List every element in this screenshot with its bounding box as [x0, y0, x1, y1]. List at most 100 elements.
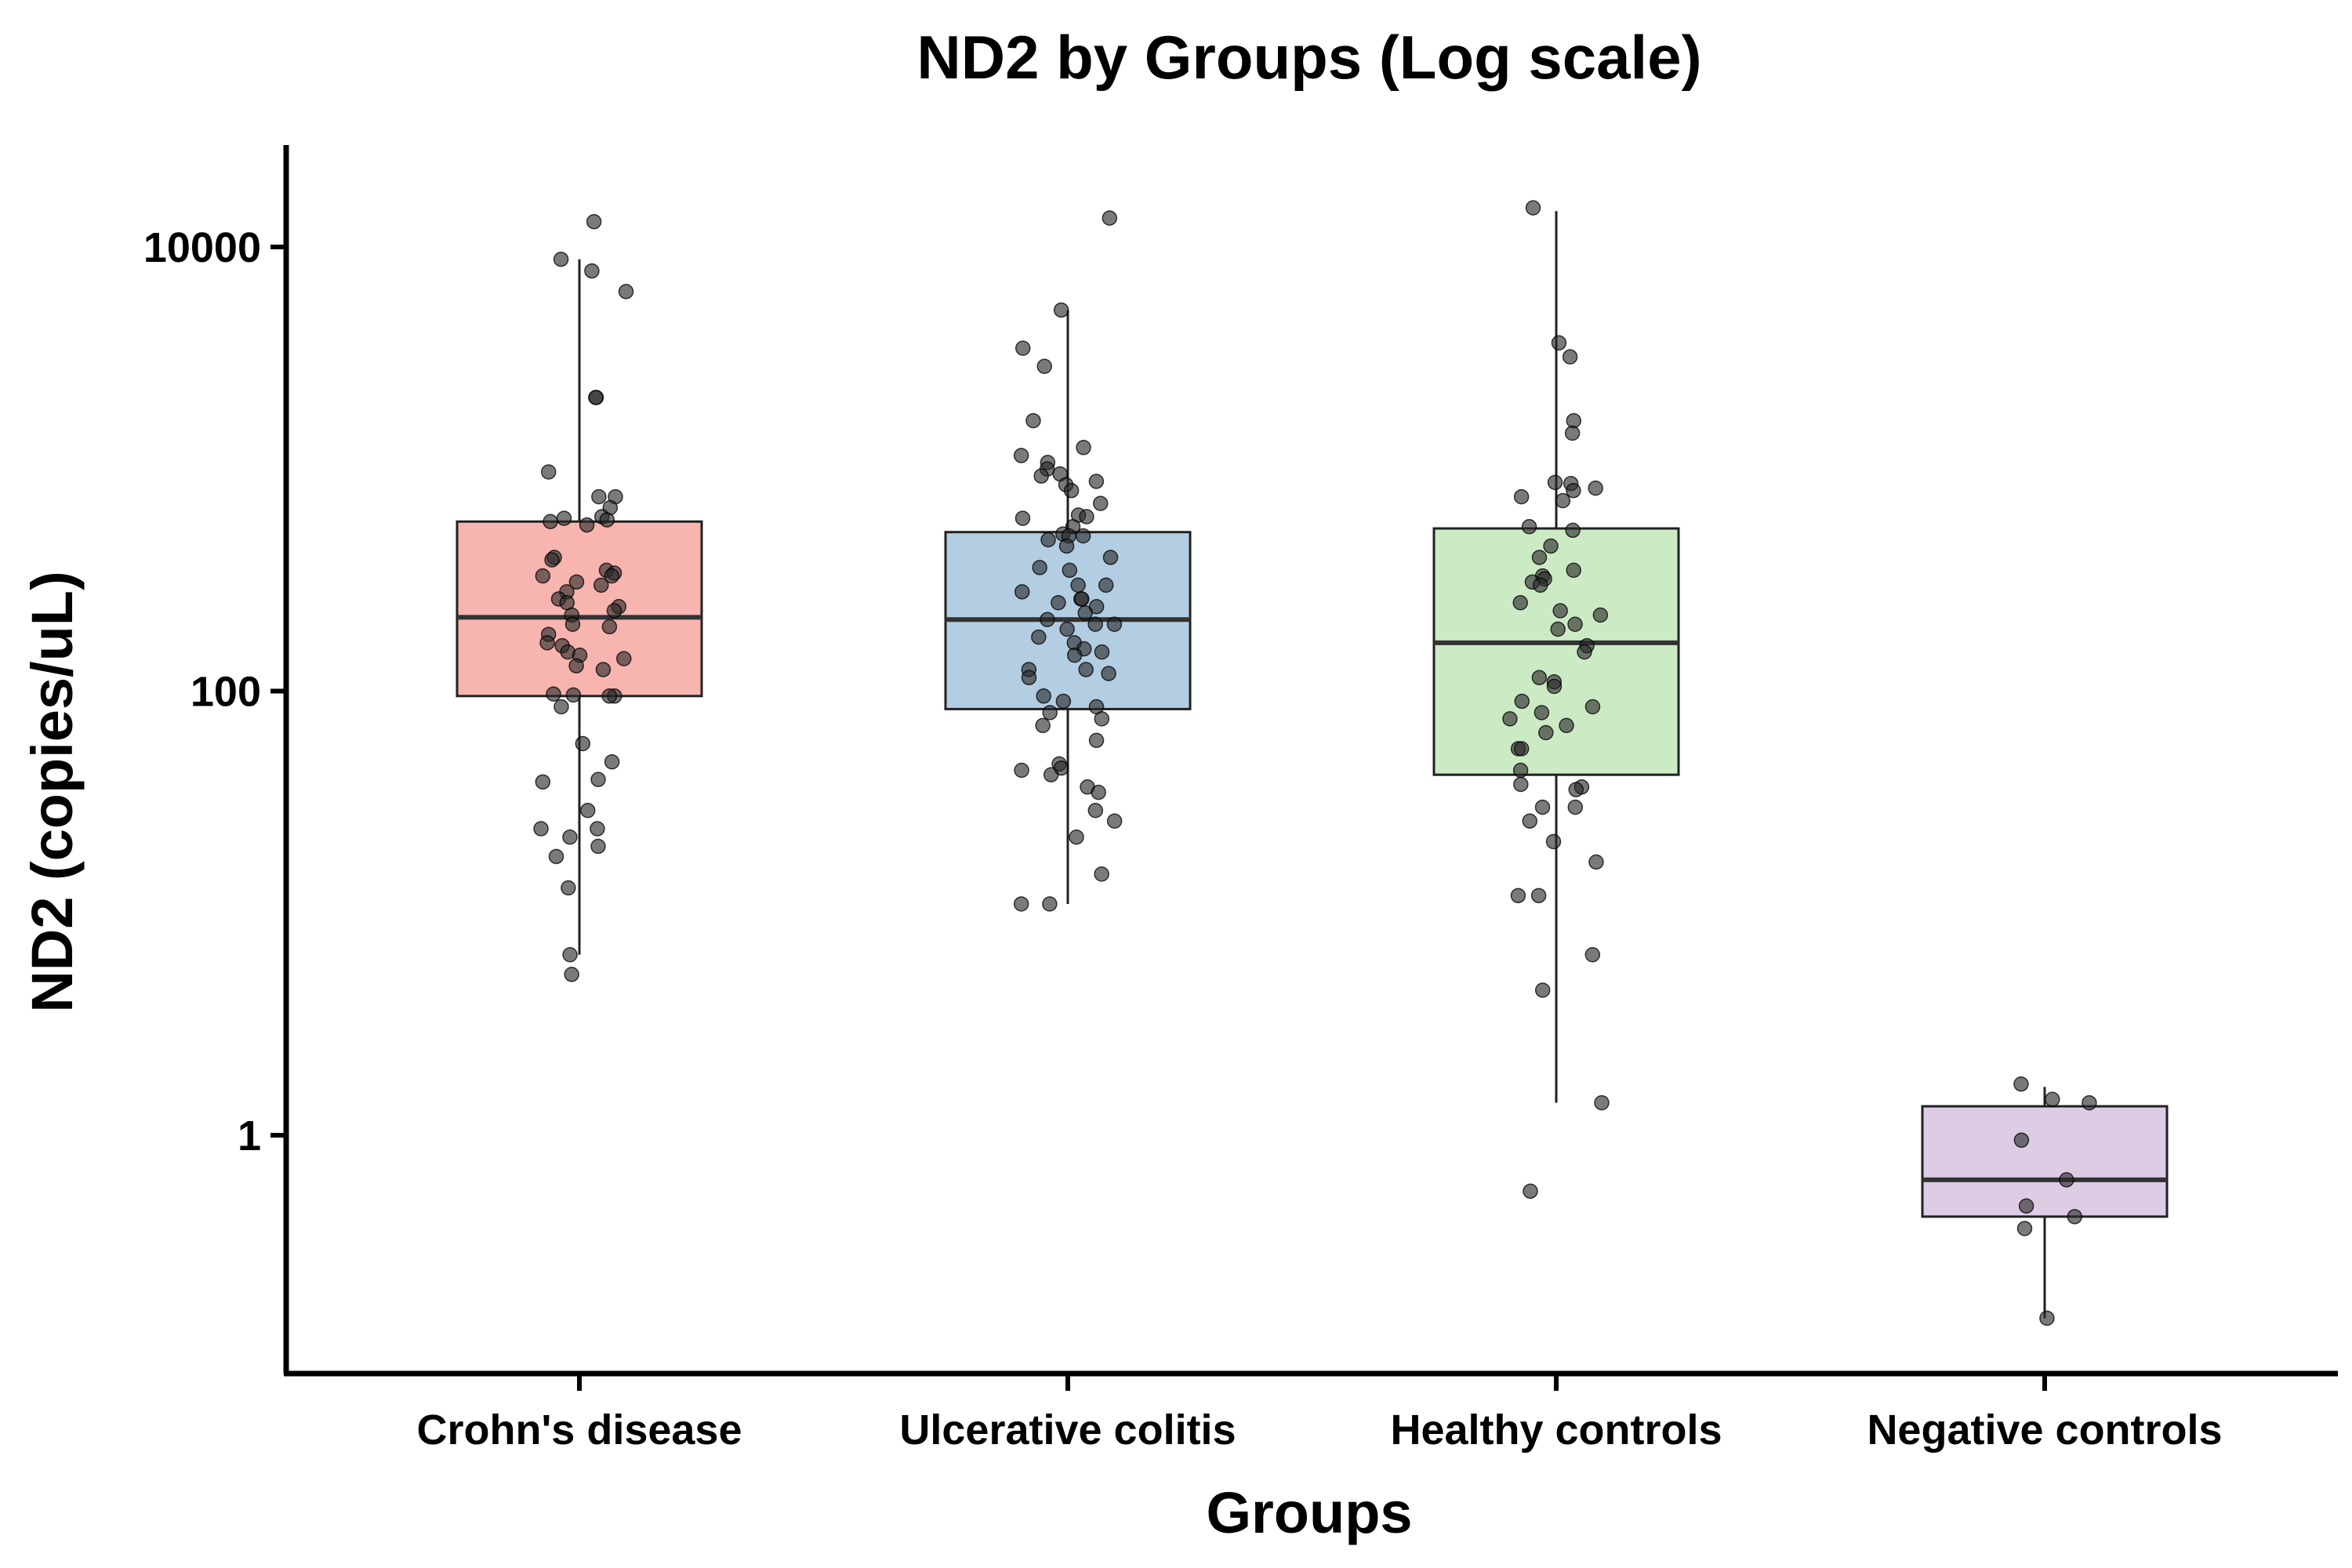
data-point-negative-controls	[2045, 1091, 2060, 1108]
data-point-crohn-s-disease	[546, 686, 561, 702]
data-point-crohn-s-disease	[590, 838, 606, 855]
x-axis-title: Groups	[1206, 1480, 1412, 1545]
box-negative-controls	[1921, 1105, 2169, 1218]
data-point-ulcerative-colitis	[1042, 705, 1058, 720]
data-point-negative-controls	[2082, 1094, 2097, 1111]
data-point-healthy-controls	[1534, 705, 1550, 720]
data-point-crohn-s-disease	[548, 848, 564, 865]
data-point-healthy-controls	[1566, 562, 1581, 579]
data-point-ulcerative-colitis	[1091, 784, 1106, 800]
data-point-ulcerative-colitis	[1106, 616, 1123, 632]
data-point-healthy-controls	[1588, 480, 1603, 496]
data-point-healthy-controls	[1594, 1094, 1610, 1111]
data-point-healthy-controls	[1531, 550, 1548, 565]
data-point-ulcerative-colitis	[1014, 584, 1030, 600]
data-point-ulcerative-colitis	[1102, 550, 1119, 565]
box-group-ulcerative-colitis	[944, 310, 1192, 905]
data-point-crohn-s-disease	[591, 488, 607, 505]
x-tick-label: Negative controls	[1867, 1406, 2222, 1454]
data-point-negative-controls	[2013, 1076, 2029, 1092]
data-point-ulcerative-colitis	[1076, 440, 1091, 456]
data-point-healthy-controls	[1521, 519, 1537, 535]
data-point-ulcerative-colitis	[1106, 813, 1123, 829]
data-point-ulcerative-colitis	[1013, 448, 1029, 463]
data-point-crohn-s-disease	[618, 284, 634, 299]
data-point-negative-controls	[2018, 1198, 2034, 1214]
points-layer	[533, 200, 2097, 1327]
data-point-ulcerative-colitis	[1043, 767, 1059, 782]
data-point-crohn-s-disease	[616, 651, 632, 666]
data-point-healthy-controls	[1513, 488, 1530, 505]
data-point-ulcerative-colitis	[1066, 648, 1083, 663]
data-point-healthy-controls	[1534, 982, 1551, 998]
data-point-crohn-s-disease	[579, 517, 595, 533]
data-point-crohn-s-disease	[535, 774, 551, 790]
data-point-ulcerative-colitis	[1093, 495, 1109, 511]
data-point-negative-controls	[2039, 1310, 2055, 1327]
data-point-crohn-s-disease	[554, 699, 569, 715]
y-tick-label: 10000	[143, 224, 261, 271]
data-point-ulcerative-colitis	[1075, 528, 1091, 544]
data-point-ulcerative-colitis	[1059, 621, 1075, 637]
data-point-crohn-s-disease	[562, 829, 578, 845]
x-tick-label: Healthy controls	[1390, 1406, 1722, 1454]
data-point-crohn-s-disease	[604, 568, 620, 584]
data-point-crohn-s-disease	[561, 880, 576, 896]
data-point-healthy-controls	[1577, 644, 1592, 660]
data-point-ulcerative-colitis	[1087, 803, 1104, 818]
data-point-ulcerative-colitis	[1070, 577, 1086, 593]
data-point-crohn-s-disease	[590, 821, 605, 837]
data-point-crohn-s-disease	[590, 771, 606, 787]
data-point-healthy-controls	[1588, 854, 1604, 870]
data-point-ulcerative-colitis	[1055, 693, 1072, 710]
box-group-negative-controls	[1921, 1087, 2169, 1319]
data-point-crohn-s-disease	[588, 390, 604, 405]
data-point-negative-controls	[2013, 1132, 2030, 1149]
data-point-ulcerative-colitis	[1088, 732, 1105, 749]
data-point-crohn-s-disease	[584, 263, 600, 279]
data-point-ulcerative-colitis	[1077, 604, 1094, 621]
data-point-ulcerative-colitis	[1021, 670, 1037, 686]
data-point-healthy-controls	[1552, 603, 1568, 619]
data-point-crohn-s-disease	[544, 552, 560, 568]
data-point-healthy-controls	[1562, 349, 1578, 365]
data-point-crohn-s-disease	[556, 510, 572, 526]
data-point-ulcerative-colitis	[1040, 532, 1056, 548]
data-point-healthy-controls	[1545, 833, 1562, 850]
data-point-ulcerative-colitis	[1063, 482, 1080, 499]
data-point-healthy-controls	[1565, 522, 1581, 539]
data-point-crohn-s-disease	[593, 577, 609, 593]
chart-title: ND2 by Groups (Log scale)	[916, 23, 1701, 92]
data-point-ulcerative-colitis	[1069, 829, 1084, 845]
data-point-healthy-controls	[1523, 1183, 1538, 1200]
box-healthy-controls	[1432, 527, 1680, 776]
data-point-crohn-s-disease	[564, 967, 579, 982]
data-point-negative-controls	[2016, 1221, 2033, 1236]
data-point-healthy-controls	[1532, 577, 1548, 593]
data-point-ulcerative-colitis	[1098, 577, 1114, 593]
data-point-ulcerative-colitis	[1013, 896, 1029, 912]
y-axis-title: ND2 (copies/uL)	[20, 571, 85, 1012]
data-point-healthy-controls	[1547, 474, 1563, 491]
data-point-ulcerative-colitis	[1079, 509, 1094, 524]
data-point-ulcerative-colitis	[1035, 717, 1051, 734]
data-point-healthy-controls	[1534, 799, 1551, 815]
data-point-healthy-controls	[1567, 616, 1583, 632]
data-point-ulcerative-colitis	[1058, 538, 1075, 554]
data-point-healthy-controls	[1522, 813, 1537, 829]
data-point-crohn-s-disease	[568, 658, 584, 673]
data-point-ulcerative-colitis	[1025, 412, 1041, 429]
data-point-crohn-s-disease	[568, 574, 585, 590]
data-point-healthy-controls	[1584, 699, 1601, 715]
data-point-healthy-controls	[1564, 425, 1581, 441]
ticks-layer: 1 100 10000 Crohn's disease Ulcerative colit…	[143, 224, 2223, 1454]
data-point-healthy-controls	[1530, 887, 1547, 904]
data-point-healthy-controls	[1513, 776, 1529, 793]
data-point-crohn-s-disease	[595, 662, 612, 677]
data-point-ulcerative-colitis	[1101, 666, 1116, 681]
data-point-ulcerative-colitis	[1094, 866, 1109, 882]
data-point-crohn-s-disease	[601, 688, 618, 704]
data-point-crohn-s-disease	[599, 512, 615, 528]
data-point-crohn-s-disease	[606, 603, 622, 619]
data-point-healthy-controls	[1514, 693, 1530, 710]
